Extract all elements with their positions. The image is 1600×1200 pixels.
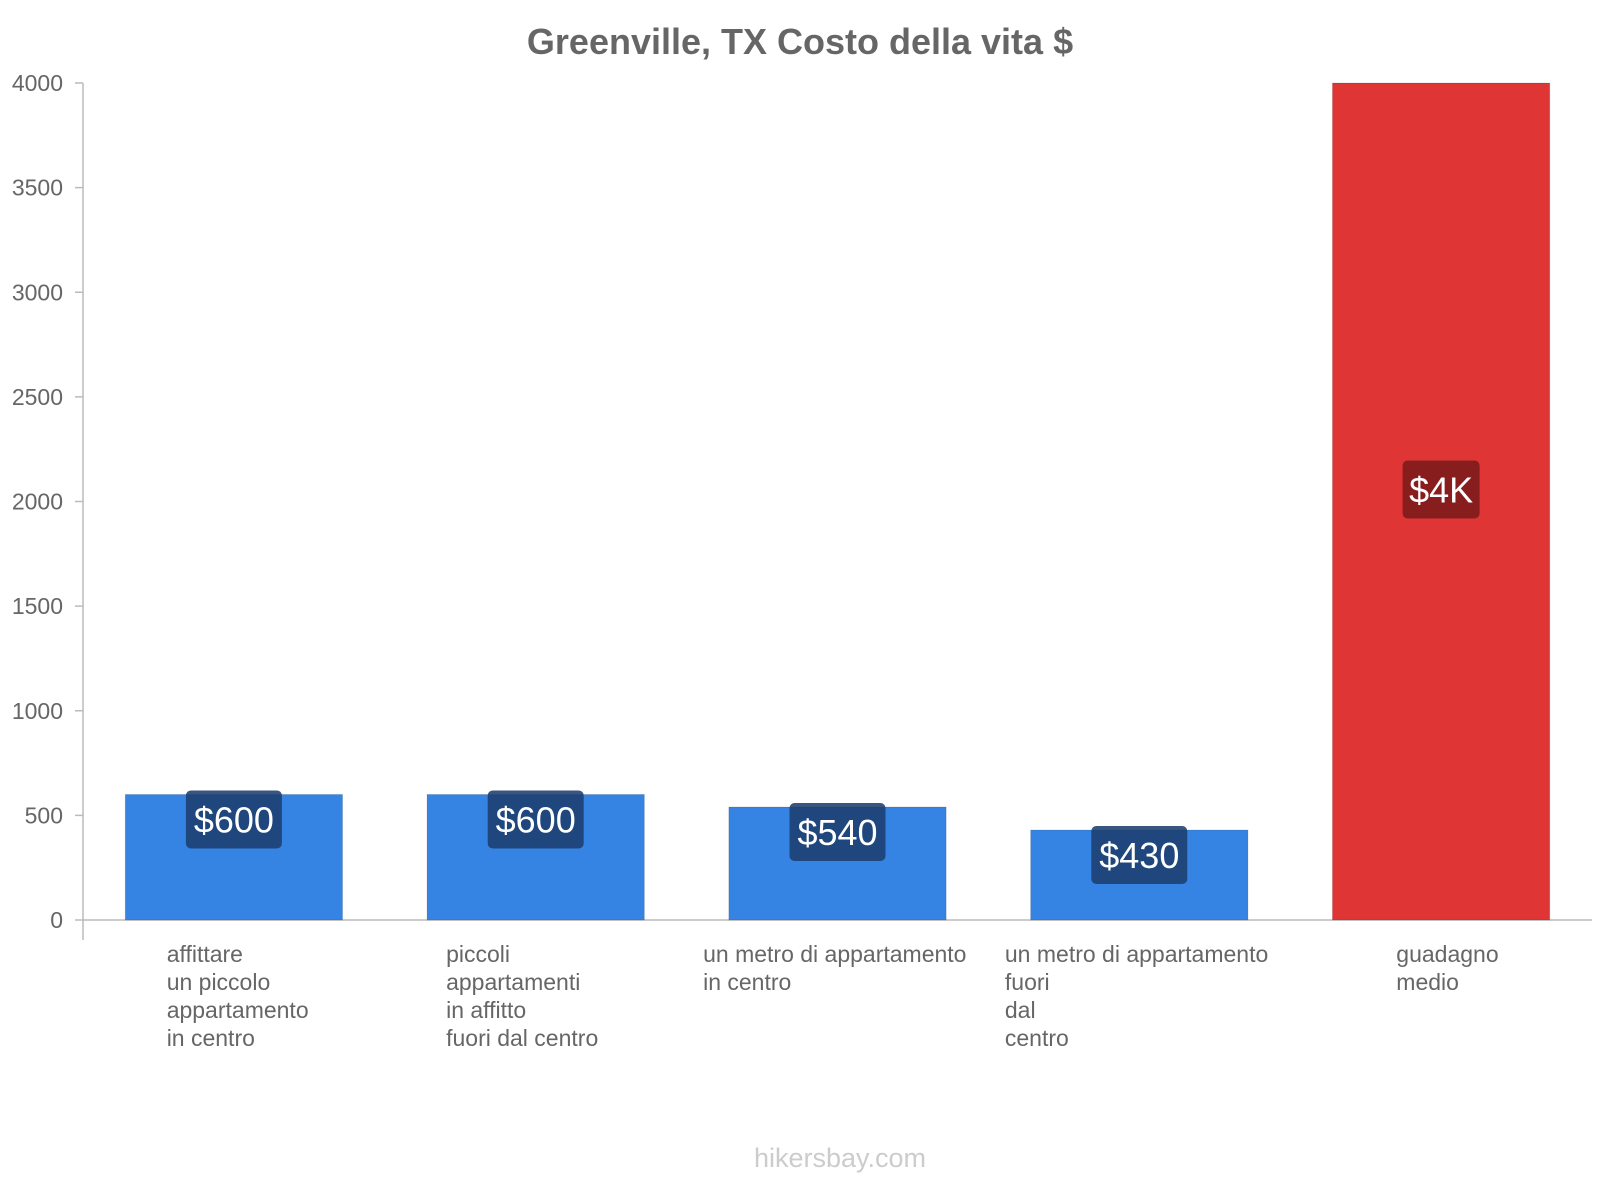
y-tick-label: 1000 (12, 698, 63, 724)
y-tick-label: 500 (25, 802, 63, 828)
bars: $600 $600 $540 $430 $4K (124, 82, 1551, 921)
data-label: $600 (194, 799, 274, 840)
x-tick-label: appartamento (167, 997, 309, 1023)
data-label-box (1091, 826, 1188, 885)
x-tick-label: in centro (167, 1025, 255, 1051)
y-tick-label: 1500 (12, 593, 63, 619)
x-tick-label: affittare (167, 941, 243, 967)
x-tick-label: in centro (703, 969, 791, 995)
chart-title: Greenville, TX Costo della vita $ (527, 21, 1073, 62)
y-tick-label: 2500 (12, 384, 63, 410)
data-label-box (789, 803, 886, 862)
y-tick-label: 3500 (12, 175, 63, 201)
x-tick-label: un metro di appartamento (1005, 941, 1268, 967)
data-label: $430 (1099, 835, 1179, 876)
x-tick-label: fuori dal centro (446, 1025, 598, 1051)
data-label: $540 (797, 812, 877, 853)
y-tick-label: 0 (50, 907, 63, 933)
x-tick-label: un piccolo (167, 969, 271, 995)
x-tick-label: fuori (1005, 969, 1050, 995)
watermark: hikersbay.com (754, 1143, 926, 1173)
x-tick-label: un metro di appartamento (703, 941, 966, 967)
data-label-box (185, 790, 282, 849)
x-tick-label: piccoli (446, 941, 510, 967)
x-tick-label: guadagno (1396, 941, 1498, 967)
data-label-box (1402, 460, 1480, 519)
y-tick-label: 2000 (12, 489, 63, 515)
x-tick-label: centro (1005, 1025, 1069, 1051)
y-tick-label: 3000 (12, 279, 63, 305)
y-tick-label: 4000 (12, 70, 63, 96)
x-tick-label: appartamenti (446, 969, 580, 995)
x-tick-label: dal (1005, 997, 1036, 1023)
data-label: $4K (1409, 470, 1473, 511)
data-label-box (487, 790, 584, 849)
x-tick-label: medio (1396, 969, 1459, 995)
x-tick-label: in affitto (446, 997, 526, 1023)
data-label: $600 (496, 799, 576, 840)
